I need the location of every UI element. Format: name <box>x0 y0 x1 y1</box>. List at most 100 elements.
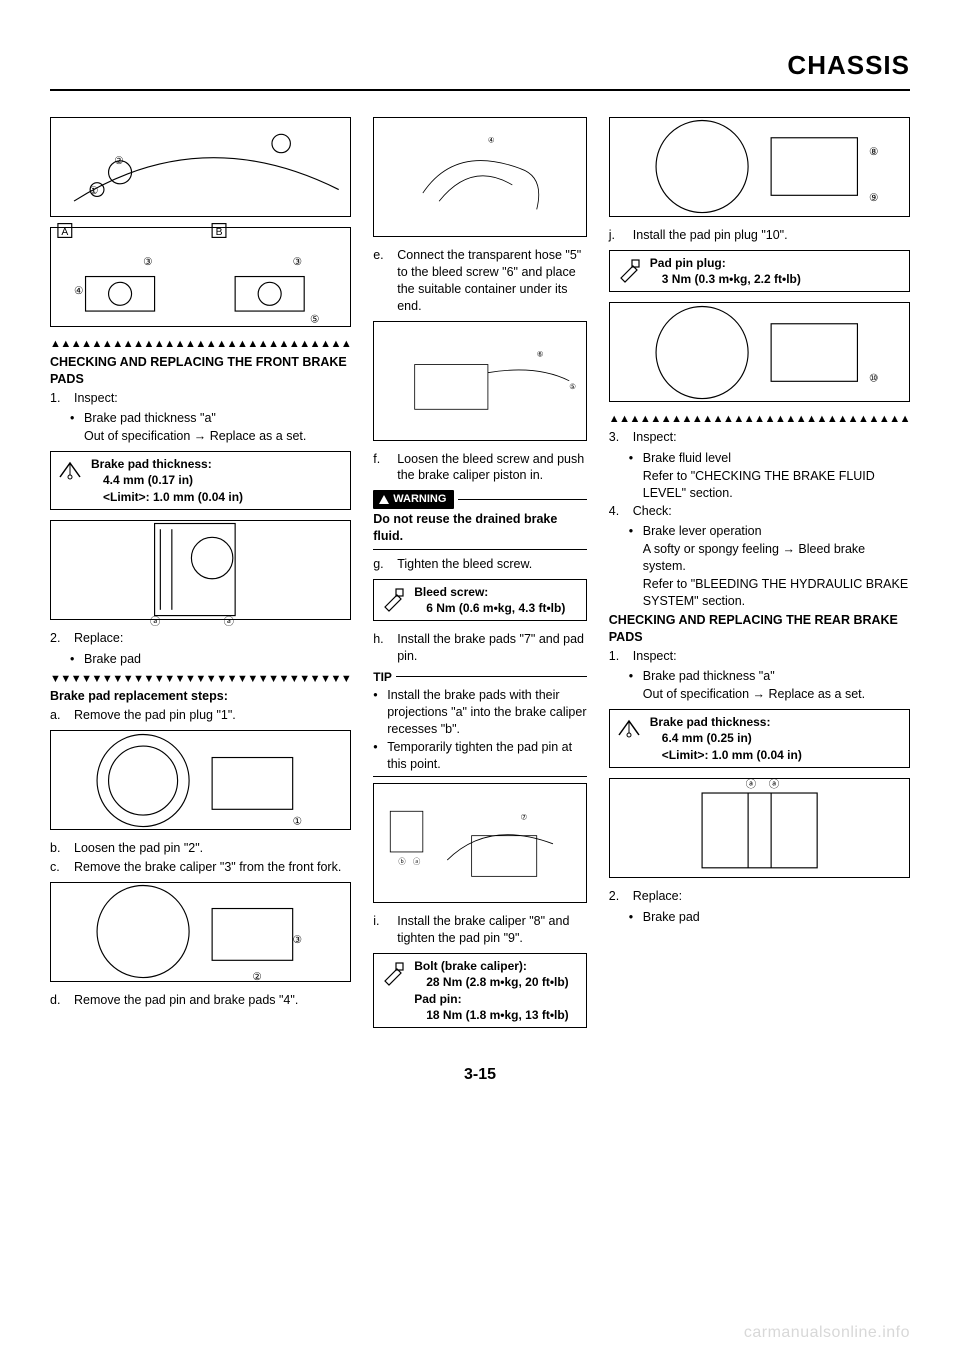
placeholder-illustration-icon: ④ <box>374 128 586 226</box>
thin-rule <box>373 549 587 550</box>
gauge-icon <box>55 456 85 486</box>
replace-list: 2. Replace: <box>50 630 351 647</box>
warning-text: Do not reuse the drained brake fluid. <box>373 511 587 545</box>
list-number: 1. <box>609 648 625 665</box>
step-letter: b. <box>50 840 66 857</box>
svg-text:②: ② <box>252 972 261 983</box>
warning-label: WARNING <box>393 492 446 507</box>
tip-rule <box>396 676 587 677</box>
step-text: Install the brake pads "7" and pad pin. <box>397 631 587 665</box>
inspect-list-rear2: 1. Inspect: <box>609 648 910 665</box>
bullet-continuation: Refer to "CHECKING THE BRAKE FLUID LEVEL… <box>609 468 910 502</box>
svg-text:⑧: ⑧ <box>869 148 878 159</box>
list-label: Inspect: <box>633 648 677 665</box>
list-label: Inspect: <box>74 390 118 407</box>
step-text: Remove the brake caliper "3" from the fr… <box>74 859 341 876</box>
spec-value: 18 Nm (1.8 m•kg, 13 ft•lb) <box>414 1007 568 1023</box>
spec-title: Bleed screw: <box>414 585 488 599</box>
spec-value: 3 Nm (0.3 m•kg, 2.2 ft•lb) <box>650 271 801 287</box>
inspect-list: 1. Inspect: <box>50 390 351 407</box>
bullet-dot: • <box>70 651 78 668</box>
tip-label: TIP <box>373 669 392 685</box>
figure-remove-caliper: ③ ② <box>50 882 351 982</box>
replace-list-rear: 2. Replace: <box>609 888 910 905</box>
bullet-dot: • <box>629 450 637 467</box>
bullet-text: Brake pad <box>84 651 141 668</box>
svg-text:ⓐ: ⓐ <box>150 616 160 627</box>
gauge-icon <box>614 714 644 744</box>
placeholder-illustration-icon: ③ ② <box>51 874 350 989</box>
step-letter: g. <box>373 556 389 573</box>
step-text: Loosen the bleed screw and push the brak… <box>397 451 587 485</box>
list-label: Check: <box>633 503 672 520</box>
svg-text:⑤: ⑤ <box>569 382 576 391</box>
svg-text:ⓐ: ⓐ <box>413 857 421 866</box>
list-label: Replace: <box>74 630 123 647</box>
step-letter: f. <box>373 451 389 485</box>
column-2: ④ e. Connect the transparent hose "5" to… <box>373 111 587 1038</box>
figure-bleed-hose: ⑥ ⑤ <box>373 321 587 441</box>
tip-row: TIP <box>373 669 587 685</box>
bullet-dot: • <box>373 739 381 773</box>
spec-box-pad-pin-plug: Pad pin plug: 3 Nm (0.3 m•kg, 2.2 ft•lb) <box>609 250 910 292</box>
bullet-continuation: Out of specification → Replace as a set. <box>50 428 351 445</box>
figure-pad-pin-plug: ⑩ <box>609 302 910 402</box>
spec-value: <Limit>: 1.0 mm (0.04 in) <box>650 747 802 763</box>
step-text: Install the brake caliper "8" and tighte… <box>397 913 587 947</box>
svg-text:⑥: ⑥ <box>537 349 544 358</box>
spec-box-pad-thickness-rear: Brake pad thickness: 6.4 mm (0.25 in) <L… <box>609 709 910 768</box>
svg-text:A: A <box>61 228 68 239</box>
figure-axle-adjusters: A B ③ ④ ③ ⑤ <box>50 227 351 327</box>
column-1: ① ② A B ③ ④ ③ ⑤ <box>50 111 351 1038</box>
bullet-text: Install the brake pads with their projec… <box>387 687 587 738</box>
warning-badge: WARNING <box>373 490 454 509</box>
chapter-title: CHASSIS <box>50 50 910 81</box>
spec-box-caliper-bolt: Bolt (brake caliper): 28 Nm (2.8 m•kg, 2… <box>373 953 587 1028</box>
list-number: 3. <box>609 429 625 446</box>
spec-title: Bolt (brake caliper): <box>414 959 527 973</box>
title-rule <box>50 89 910 91</box>
spec-box-pad-thickness-front: Brake pad thickness: 4.4 mm (0.17 in) <L… <box>50 451 351 510</box>
triangle-row-up: ▲▲▲▲▲▲▲▲▲▲▲▲▲▲▲▲▲▲▲▲▲▲▲▲▲▲▲▲▲ <box>609 412 910 427</box>
figure-remove-pads: ④ <box>373 117 587 237</box>
svg-text:ⓐ: ⓐ <box>224 616 234 627</box>
warning-triangle-icon <box>379 495 389 504</box>
step-text: Tighten the bleed screw. <box>397 556 532 573</box>
thin-rule <box>373 776 587 777</box>
step-letter: j. <box>609 227 625 244</box>
placeholder-illustration-icon: ⓐ ⓐ <box>610 770 909 885</box>
warning-row: WARNING <box>373 490 587 509</box>
figure-remove-pad-plug: ① <box>50 730 351 830</box>
svg-text:ⓑ: ⓑ <box>399 857 407 866</box>
figure-pad-thickness: ⓐ ⓐ <box>50 520 351 620</box>
step-letter: h. <box>373 631 389 665</box>
step-text: Connect the transparent hose "5" to the … <box>397 247 587 315</box>
placeholder-illustration-icon: ① <box>51 723 350 838</box>
svg-text:③: ③ <box>143 258 152 269</box>
placeholder-illustration-icon: A B ③ ④ ③ ⑤ <box>51 219 350 334</box>
bullet-dot: • <box>629 523 637 540</box>
step-letter: e. <box>373 247 389 315</box>
svg-text:①: ① <box>89 187 98 198</box>
step-letter: a. <box>50 707 66 724</box>
svg-text:③: ③ <box>293 935 302 946</box>
triangle-row-up: ▲▲▲▲▲▲▲▲▲▲▲▲▲▲▲▲▲▲▲▲▲▲▲▲▲▲▲▲▲ <box>50 337 351 352</box>
placeholder-illustration-icon: ⑩ <box>610 295 909 410</box>
warning-rule <box>458 499 586 500</box>
figure-install-pads: ⓑ ⓐ ⑦ <box>373 783 587 903</box>
step-letter: c. <box>50 859 66 876</box>
bullet-text: Temporarily tighten the pad pin at this … <box>387 739 587 773</box>
placeholder-illustration-icon: ⓐ ⓐ <box>51 512 350 627</box>
list-number: 4. <box>609 503 625 520</box>
svg-text:⑨: ⑨ <box>869 194 878 205</box>
inspect-list-rear: 3. Inspect: <box>609 429 910 446</box>
svg-text:⑤: ⑤ <box>310 315 319 326</box>
column-3: ⑧ ⑨ j. Install the pad pin plug "10". Pa… <box>609 111 910 1038</box>
bullet-text: Brake pad thickness "a" <box>84 410 216 427</box>
bullet-dot: • <box>70 410 78 427</box>
step-text: Install the pad pin plug "10". <box>633 227 788 244</box>
list-label: Replace: <box>633 888 682 905</box>
section-heading-front-pads: CHECKING AND REPLACING THE FRONT BRAKE P… <box>50 354 351 388</box>
step-text: Loosen the pad pin "2". <box>74 840 203 857</box>
figure-install-caliper: ⑧ ⑨ <box>609 117 910 217</box>
